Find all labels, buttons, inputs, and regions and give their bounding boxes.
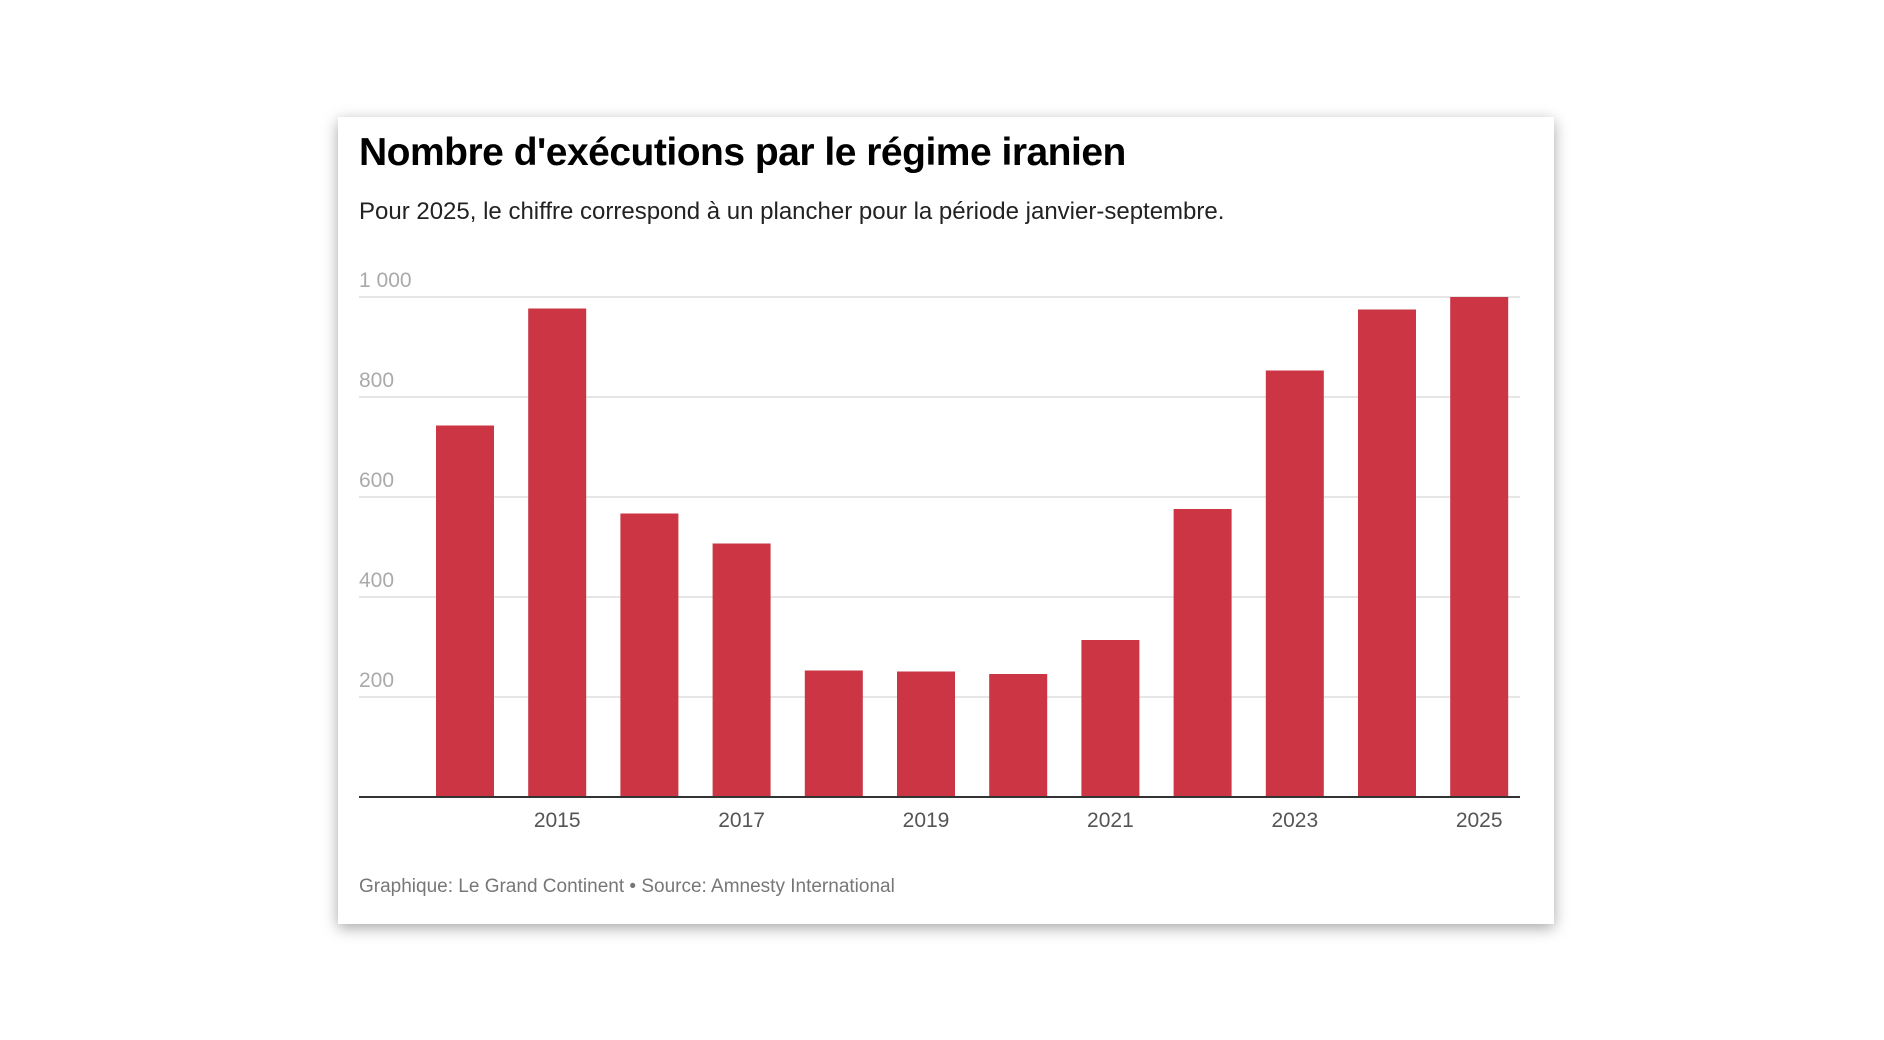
bar-2018: [804, 670, 863, 797]
bar-2015: [528, 308, 587, 797]
chart-card: Nombre d'exécutions par le régime iranie…: [338, 117, 1554, 924]
x-tick-label: 2019: [903, 809, 950, 832]
bar-2020: [989, 674, 1048, 797]
bar-2019: [897, 671, 955, 797]
chart-subtitle: Pour 2025, le chiffre correspond à un pl…: [359, 198, 1225, 225]
y-tick-label: 1 000: [359, 269, 412, 292]
x-tick-label: 2015: [534, 809, 581, 832]
y-tick-label: 200: [359, 669, 394, 692]
bar-2014: [436, 425, 494, 797]
y-tick-label: 600: [359, 469, 394, 492]
y-tick-label: 800: [359, 369, 394, 392]
x-tick-label: 2025: [1456, 809, 1503, 832]
bar-chart: 200 400 600 800 1 000 2015 2017 2019 2021 2023 202…: [359, 269, 1520, 832]
bar-2024: [1358, 309, 1416, 797]
bar-2016: [620, 513, 679, 797]
bar-2023: [1265, 370, 1324, 797]
x-tick-label: 2023: [1271, 809, 1318, 832]
chart-footer: Graphique: Le Grand Continent • Source: …: [359, 876, 895, 897]
chart-title: Nombre d'exécutions par le régime iranie…: [359, 131, 1126, 174]
bar-2025: [1450, 297, 1509, 797]
bar-2022: [1173, 509, 1232, 797]
bar-2017: [712, 543, 771, 797]
bar-2021: [1081, 640, 1140, 797]
x-tick-label: 2017: [718, 809, 765, 832]
x-tick-label: 2021: [1087, 809, 1134, 832]
y-tick-label: 400: [359, 569, 394, 592]
